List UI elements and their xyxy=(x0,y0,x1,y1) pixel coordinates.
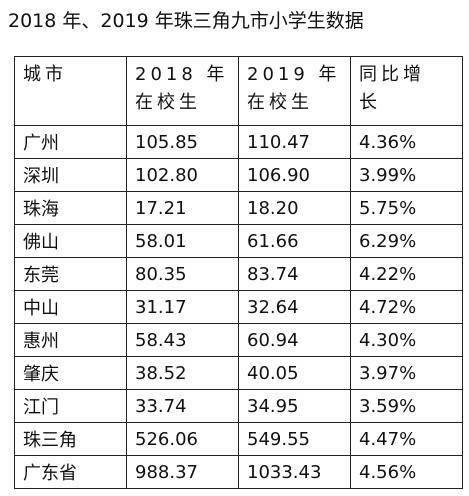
header-cell: 城市 xyxy=(14,56,127,126)
city-cell: 中山 xyxy=(14,290,127,324)
table-row: 珠海 17.21 18.20 5.75% xyxy=(14,191,463,225)
value-cell: 110.47 xyxy=(238,125,351,159)
value-cell: 31.17 xyxy=(126,290,239,324)
value-cell: 61.66 xyxy=(238,224,351,258)
header-row: 城市 2018 年在校生 2019 年在校生 同比增长 xyxy=(14,56,463,126)
value-cell: 4.72% xyxy=(350,290,463,324)
header-cell: 同比增长 xyxy=(350,56,463,126)
value-cell: 33.74 xyxy=(126,389,239,423)
value-cell: 83.74 xyxy=(238,257,351,291)
value-cell: 4.47% xyxy=(350,422,463,456)
value-cell: 988.37 xyxy=(126,455,239,489)
value-cell: 549.55 xyxy=(238,422,351,456)
value-cell: 4.56% xyxy=(350,455,463,489)
city-cell: 深圳 xyxy=(14,158,127,192)
table-row: 广州 105.85 110.47 4.36% xyxy=(14,125,463,159)
city-cell: 江门 xyxy=(14,389,127,423)
table-row: 惠州 58.43 60.94 4.30% xyxy=(14,323,463,357)
value-cell: 4.22% xyxy=(350,257,463,291)
value-cell: 6.29% xyxy=(350,224,463,258)
value-cell: 3.97% xyxy=(350,356,463,390)
header-line: 2019 年 xyxy=(247,64,341,85)
value-cell: 18.20 xyxy=(238,191,351,225)
value-cell: 60.94 xyxy=(238,323,351,357)
table-row: 佛山 58.01 61.66 6.29% xyxy=(14,224,463,258)
value-cell: 4.30% xyxy=(350,323,463,357)
header-line: 城市 xyxy=(23,64,67,85)
value-cell: 34.95 xyxy=(238,389,351,423)
table-row: 珠三角 526.06 549.55 4.47% xyxy=(14,422,463,456)
value-cell: 38.52 xyxy=(126,356,239,390)
value-cell: 105.85 xyxy=(126,125,239,159)
value-cell: 1033.43 xyxy=(238,455,351,489)
table-row: 东莞 80.35 83.74 4.22% xyxy=(14,257,463,291)
value-cell: 58.01 xyxy=(126,224,239,258)
city-cell: 珠海 xyxy=(14,191,127,225)
value-cell: 5.75% xyxy=(350,191,463,225)
value-cell: 32.64 xyxy=(238,290,351,324)
city-cell: 广东省 xyxy=(14,455,127,489)
header-cell: 2018 年在校生 xyxy=(126,56,239,126)
city-cell: 惠州 xyxy=(14,323,127,357)
value-cell: 58.43 xyxy=(126,323,239,357)
value-cell: 3.59% xyxy=(350,389,463,423)
city-cell: 广州 xyxy=(14,125,127,159)
table-row: 广东省 988.37 1033.43 4.56% xyxy=(14,455,463,489)
table-row: 肇庆 38.52 40.05 3.97% xyxy=(14,356,463,390)
table-row: 中山 31.17 32.64 4.72% xyxy=(14,290,463,324)
value-cell: 80.35 xyxy=(126,257,239,291)
value-cell: 4.36% xyxy=(350,125,463,159)
value-cell: 526.06 xyxy=(126,422,239,456)
header-line: 同比增 xyxy=(359,64,425,85)
table-row: 深圳 102.80 106.90 3.99% xyxy=(14,158,463,192)
header-line: 2018 年 xyxy=(135,64,229,85)
value-cell: 106.90 xyxy=(238,158,351,192)
header-line: 在校生 xyxy=(247,92,313,113)
value-cell: 3.99% xyxy=(350,158,463,192)
value-cell: 102.80 xyxy=(126,158,239,192)
header-line: 长 xyxy=(359,92,381,113)
data-table: 城市 2018 年在校生 2019 年在校生 同比增长广州 105.85 110.47 4.… xyxy=(14,56,463,489)
header-line: 在校生 xyxy=(135,92,201,113)
table-row: 江门 33.74 34.95 3.59% xyxy=(14,389,463,423)
value-cell: 40.05 xyxy=(238,356,351,390)
header-cell: 2019 年在校生 xyxy=(238,56,351,126)
city-cell: 东莞 xyxy=(14,257,127,291)
city-cell: 肇庆 xyxy=(14,356,127,390)
city-cell: 珠三角 xyxy=(14,422,127,456)
title: 2018 年、2019 年珠三角九市小学生数据 xyxy=(8,10,364,32)
city-cell: 佛山 xyxy=(14,224,127,258)
table-body: 城市 2018 年在校生 2019 年在校生 同比增长广州 105.85 110.47 4.… xyxy=(14,56,463,489)
value-cell: 17.21 xyxy=(126,191,239,225)
